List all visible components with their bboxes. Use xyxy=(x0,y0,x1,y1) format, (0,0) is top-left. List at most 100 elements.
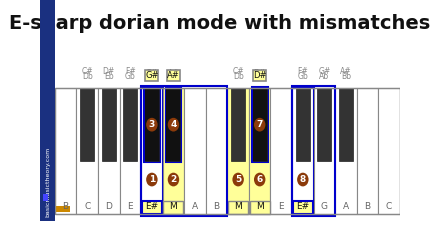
Text: B: B xyxy=(62,202,69,211)
Text: Bb: Bb xyxy=(341,72,351,81)
Text: E#: E# xyxy=(145,202,158,211)
Text: A#: A# xyxy=(340,67,352,76)
Text: 1: 1 xyxy=(149,175,155,184)
Circle shape xyxy=(146,173,158,186)
Text: 4: 4 xyxy=(170,120,176,129)
Bar xyxy=(357,88,378,214)
Bar xyxy=(55,88,77,214)
Text: G#: G# xyxy=(146,70,158,79)
Text: 8: 8 xyxy=(300,175,306,184)
Text: F#: F# xyxy=(125,67,136,76)
Text: 7: 7 xyxy=(257,120,263,129)
Text: A#: A# xyxy=(168,70,179,79)
Bar xyxy=(55,88,400,214)
Bar xyxy=(144,87,160,162)
Text: Db: Db xyxy=(82,72,92,81)
Bar xyxy=(253,88,267,161)
Bar xyxy=(123,88,137,161)
Text: G#: G# xyxy=(318,67,330,76)
Circle shape xyxy=(297,173,308,186)
Bar xyxy=(378,88,400,214)
Bar xyxy=(166,88,180,161)
Text: Db: Db xyxy=(233,72,243,81)
Bar xyxy=(292,88,314,214)
Text: M: M xyxy=(256,202,264,211)
Text: C: C xyxy=(386,202,392,211)
Text: F#: F# xyxy=(297,67,308,76)
Circle shape xyxy=(146,118,158,132)
Bar xyxy=(40,0,55,221)
Bar xyxy=(141,86,227,216)
Bar xyxy=(206,88,227,214)
Bar xyxy=(43,194,48,201)
Text: D#: D# xyxy=(253,71,267,80)
Bar xyxy=(184,88,206,214)
Bar xyxy=(142,201,162,214)
Bar xyxy=(339,88,353,161)
Text: A: A xyxy=(192,202,198,211)
Bar xyxy=(120,88,141,214)
Text: Eb: Eb xyxy=(104,72,114,81)
Bar xyxy=(293,201,313,214)
Text: E#: E# xyxy=(296,202,309,211)
Bar xyxy=(55,206,70,212)
Bar xyxy=(249,88,271,214)
Circle shape xyxy=(168,118,179,132)
Text: E: E xyxy=(279,202,284,211)
Bar xyxy=(335,88,357,214)
Bar xyxy=(145,88,159,161)
Bar xyxy=(163,88,184,214)
Circle shape xyxy=(168,173,179,186)
Text: D: D xyxy=(105,202,112,211)
Text: G: G xyxy=(321,202,328,211)
Bar xyxy=(227,88,249,214)
Bar xyxy=(80,88,94,161)
Bar xyxy=(314,88,335,214)
Text: C#: C# xyxy=(232,67,244,76)
Text: 3: 3 xyxy=(149,120,155,129)
Bar xyxy=(250,201,270,214)
Text: M: M xyxy=(234,202,242,211)
Bar xyxy=(102,88,116,161)
Bar xyxy=(165,87,181,162)
Text: D#: D# xyxy=(253,70,266,79)
Text: A#: A# xyxy=(167,71,180,80)
Text: Gb: Gb xyxy=(297,72,308,81)
Bar xyxy=(253,70,266,81)
Bar xyxy=(145,70,158,81)
Bar xyxy=(164,201,183,214)
Text: Ab: Ab xyxy=(319,72,330,81)
Text: 6: 6 xyxy=(257,175,263,184)
Text: E: E xyxy=(128,202,133,211)
Bar xyxy=(141,88,163,214)
Text: 2: 2 xyxy=(170,175,176,184)
Circle shape xyxy=(254,118,265,132)
Text: C#: C# xyxy=(81,67,93,76)
Text: B: B xyxy=(213,202,220,211)
Text: basicmusictheory.com: basicmusictheory.com xyxy=(45,146,50,217)
Circle shape xyxy=(254,173,265,186)
Text: G#: G# xyxy=(145,71,159,80)
Text: E-sharp dorian mode with mismatches: E-sharp dorian mode with mismatches xyxy=(9,14,431,33)
Circle shape xyxy=(232,173,244,186)
Bar xyxy=(228,201,248,214)
Text: D#: D# xyxy=(103,67,115,76)
Bar xyxy=(145,88,159,161)
Bar xyxy=(231,88,245,161)
Text: A: A xyxy=(343,202,349,211)
Bar xyxy=(167,70,180,81)
Text: Gb: Gb xyxy=(125,72,136,81)
Bar xyxy=(77,88,98,214)
Text: C: C xyxy=(84,202,90,211)
Bar xyxy=(296,88,310,161)
Text: B: B xyxy=(364,202,370,211)
Bar xyxy=(166,88,180,161)
Bar xyxy=(253,88,267,161)
Bar xyxy=(317,88,331,161)
Text: M: M xyxy=(169,202,177,211)
Bar xyxy=(292,86,335,216)
Bar xyxy=(271,88,292,214)
Bar xyxy=(252,87,268,162)
Text: 5: 5 xyxy=(235,175,241,184)
Bar xyxy=(98,88,120,214)
